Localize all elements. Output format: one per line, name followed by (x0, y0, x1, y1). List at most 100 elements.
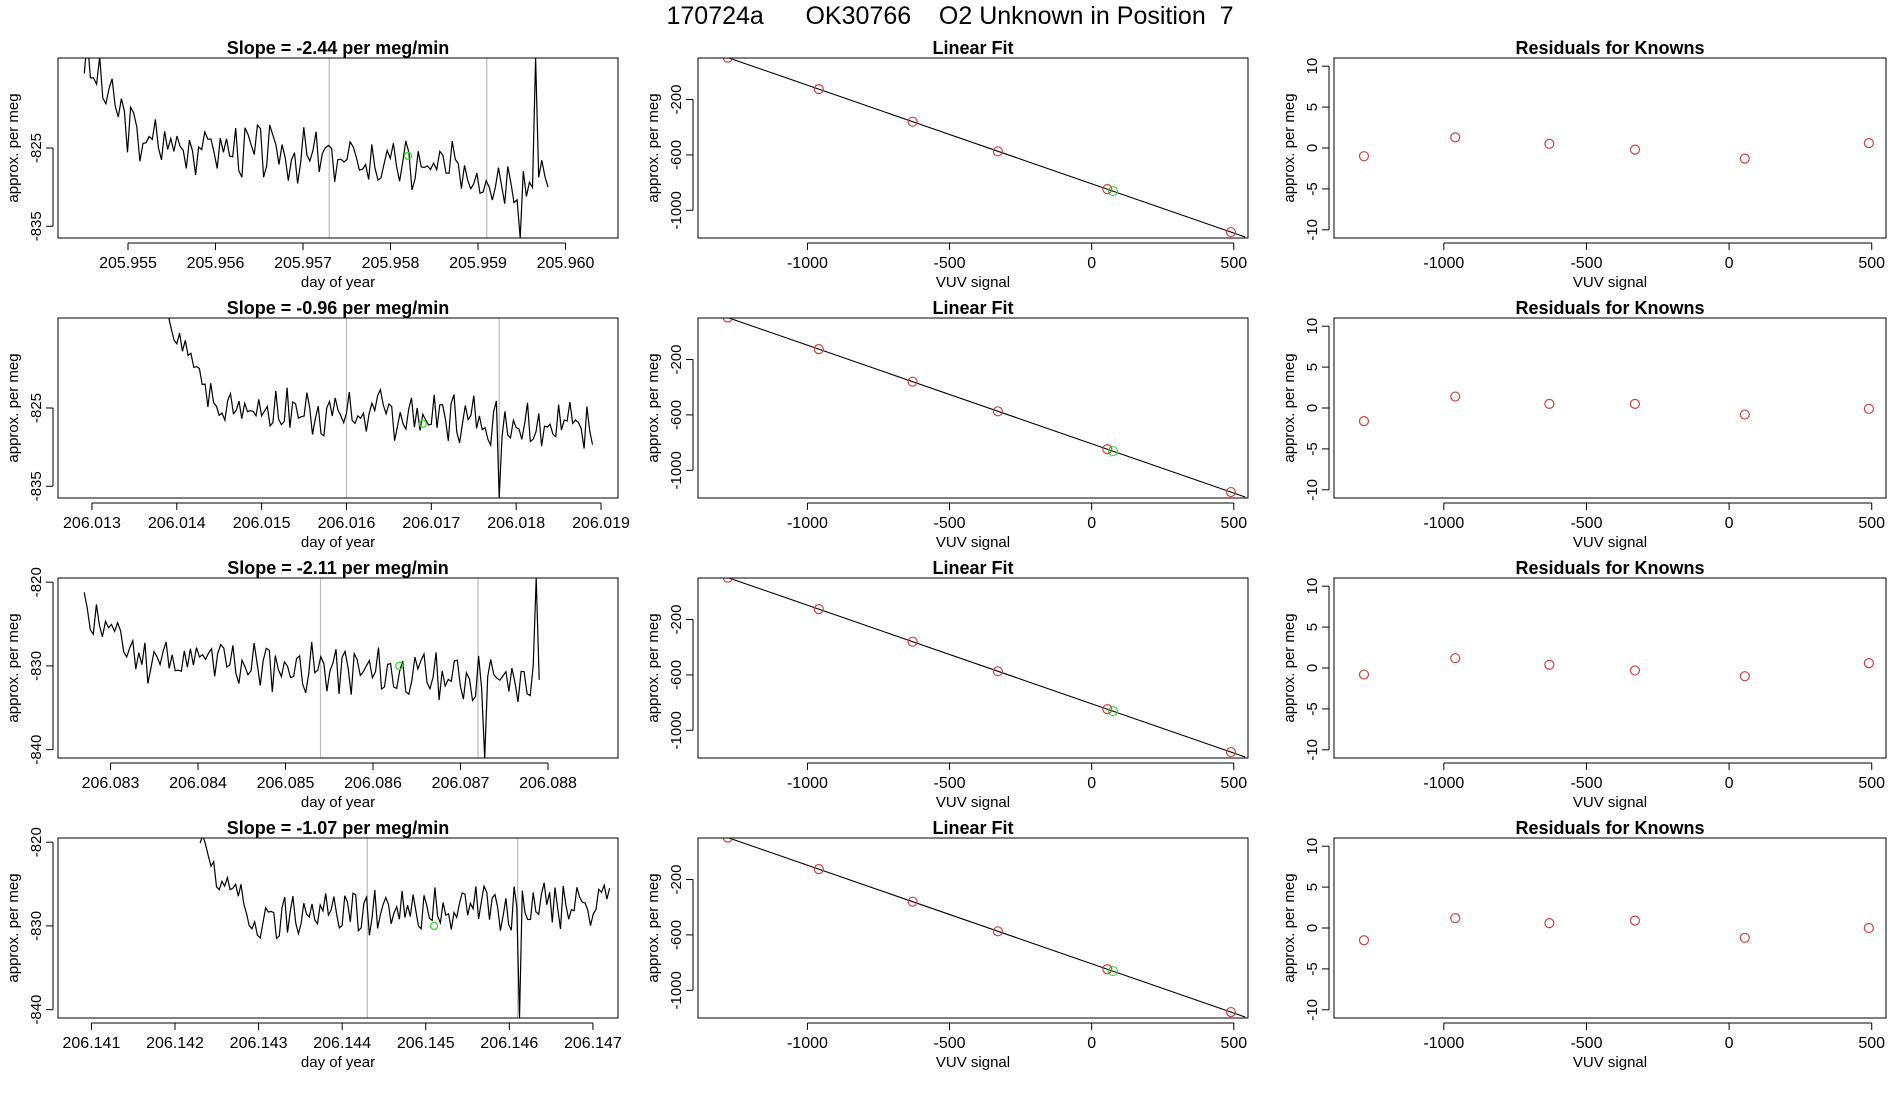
chart-title: Linear Fit (932, 818, 1013, 838)
unknown-point (403, 151, 413, 160)
unknown-point (1107, 965, 1119, 977)
fit-line (727, 318, 1246, 498)
series-line (83, 578, 540, 758)
x-axis-label: VUV signal (936, 1054, 1010, 1071)
y-axis-label: approx. per meg (645, 873, 662, 982)
known-point (1450, 132, 1461, 143)
unknown-point (418, 419, 427, 428)
known-point (1739, 409, 1750, 420)
y-tick-label: -835 (28, 211, 45, 241)
y-tick-label: -200 (668, 605, 685, 635)
known-point (1629, 144, 1641, 155)
known-point (1102, 964, 1113, 975)
y-tick-label: -840 (28, 735, 45, 765)
known-point (1450, 913, 1461, 924)
panel-11: Linear Fit -1000 -500 0 500 VUV signal -200 -60… (645, 818, 1249, 1071)
known-point (722, 58, 733, 63)
plot-area (722, 318, 1246, 498)
y-tick-label: 5 (1304, 363, 1321, 371)
known-point (1225, 226, 1237, 238)
chart-title: Linear Fit (932, 558, 1013, 578)
plot-frame (57, 837, 619, 1019)
panel-10: Slope = -1.07 per meg/min 206.141 206.142 2… (5, 818, 622, 1071)
plot-area (722, 838, 1246, 1018)
x-tick-label: -500 (1570, 775, 1602, 792)
known-point (992, 926, 1003, 937)
x-tick-label: -1000 (1423, 515, 1464, 532)
x-tick-label: 0 (1725, 255, 1734, 272)
known-point (1739, 153, 1750, 164)
y-tick-label: -835 (28, 471, 45, 501)
known-point (907, 116, 918, 127)
plot-area (83, 58, 549, 238)
y-tick-label: -5 (1304, 962, 1321, 975)
plot-area (168, 318, 594, 498)
chart-title: Residuals for Knowns (1515, 298, 1704, 318)
chart-title: Slope = -2.11 per meg/min (227, 558, 449, 578)
panel-8: Linear Fit -1000 -500 0 500 VUV signal -200 -60… (645, 558, 1249, 811)
y-axis-label: approx. per meg (645, 93, 662, 202)
y-tick-label: -10 (1304, 479, 1321, 501)
unknown-point (429, 921, 439, 931)
x-tick-label: 205.960 (537, 255, 595, 272)
plot-frame (57, 577, 619, 759)
x-tick-label: 0 (1725, 515, 1734, 532)
x-tick-label: 206.085 (257, 775, 315, 792)
plot-area (722, 58, 1246, 238)
known-point (1629, 398, 1641, 410)
x-tick-label: 206.142 (146, 1035, 204, 1052)
known-point (1450, 391, 1461, 402)
panel-6: Residuals for Knowns -1000 -500 0 500 VUV sig… (1281, 298, 1887, 551)
y-axis-label: approx. per meg (5, 613, 22, 722)
y-tick-label: -830 (28, 911, 45, 941)
y-axis-label: approx. per meg (1281, 613, 1298, 722)
y-tick-label: 10 (1304, 838, 1321, 855)
known-point (1544, 398, 1555, 410)
known-point (1544, 659, 1555, 670)
plot-frame (697, 57, 1249, 239)
x-tick-label: 500 (1220, 255, 1247, 272)
known-point (813, 344, 824, 355)
x-tick-label: -500 (1570, 255, 1602, 272)
x-axis-label: day of year (301, 534, 375, 551)
plot-frame (697, 837, 1249, 1019)
unknown-point (1107, 705, 1119, 717)
y-tick-label: -10 (1304, 739, 1321, 761)
x-axis-label: VUV signal (936, 794, 1010, 811)
y-axis-label: approx. per meg (645, 613, 662, 722)
x-tick-label: 206.019 (572, 515, 630, 532)
panel-9: Residuals for Knowns -1000 -500 0 500 VUV sig… (1281, 558, 1887, 811)
x-tick-label: -500 (1570, 1035, 1602, 1052)
y-tick-label: 10 (1304, 318, 1321, 335)
known-point (1225, 486, 1237, 498)
known-point (1102, 704, 1113, 715)
x-tick-label: 205.959 (449, 255, 507, 272)
page-title: 170724a OK30766 O2 Unknown in Position 7 (666, 2, 1234, 30)
x-tick-label: 206.015 (233, 515, 291, 532)
known-point (1863, 922, 1874, 934)
x-tick-label: 0 (1087, 255, 1096, 272)
panel-2: Linear Fit -1000 -500 0 500 VUV signal -200 -60… (645, 38, 1249, 291)
x-tick-label: 206.014 (148, 515, 206, 532)
y-tick-label: -600 (668, 660, 685, 690)
y-tick-label: 10 (1304, 58, 1321, 75)
y-tick-label: -200 (668, 345, 685, 375)
x-tick-label: 206.086 (344, 775, 402, 792)
y-tick-label: -5 (1304, 182, 1321, 195)
x-tick-label: 206.143 (230, 1035, 288, 1052)
chart-title: Slope = -1.07 per meg/min (227, 818, 450, 838)
x-tick-label: 206.141 (63, 1035, 121, 1052)
y-tick-label: 0 (1304, 924, 1321, 932)
x-tick-label: -1000 (787, 775, 828, 792)
x-axis-label: VUV signal (1573, 534, 1647, 551)
y-tick-label: -825 (28, 133, 45, 163)
x-tick-label: 500 (1220, 775, 1247, 792)
x-tick-label: 206.088 (519, 775, 577, 792)
panel-7: Slope = -2.11 per meg/min 206.083 206.084 2… (5, 558, 619, 811)
x-tick-label: 0 (1087, 515, 1096, 532)
chart-title: Linear Fit (932, 298, 1013, 318)
x-tick-label: 205.957 (274, 255, 332, 272)
panel-4: Slope = -0.96 per meg/min 206.013 206.014 2… (5, 298, 630, 551)
known-point (813, 604, 824, 615)
